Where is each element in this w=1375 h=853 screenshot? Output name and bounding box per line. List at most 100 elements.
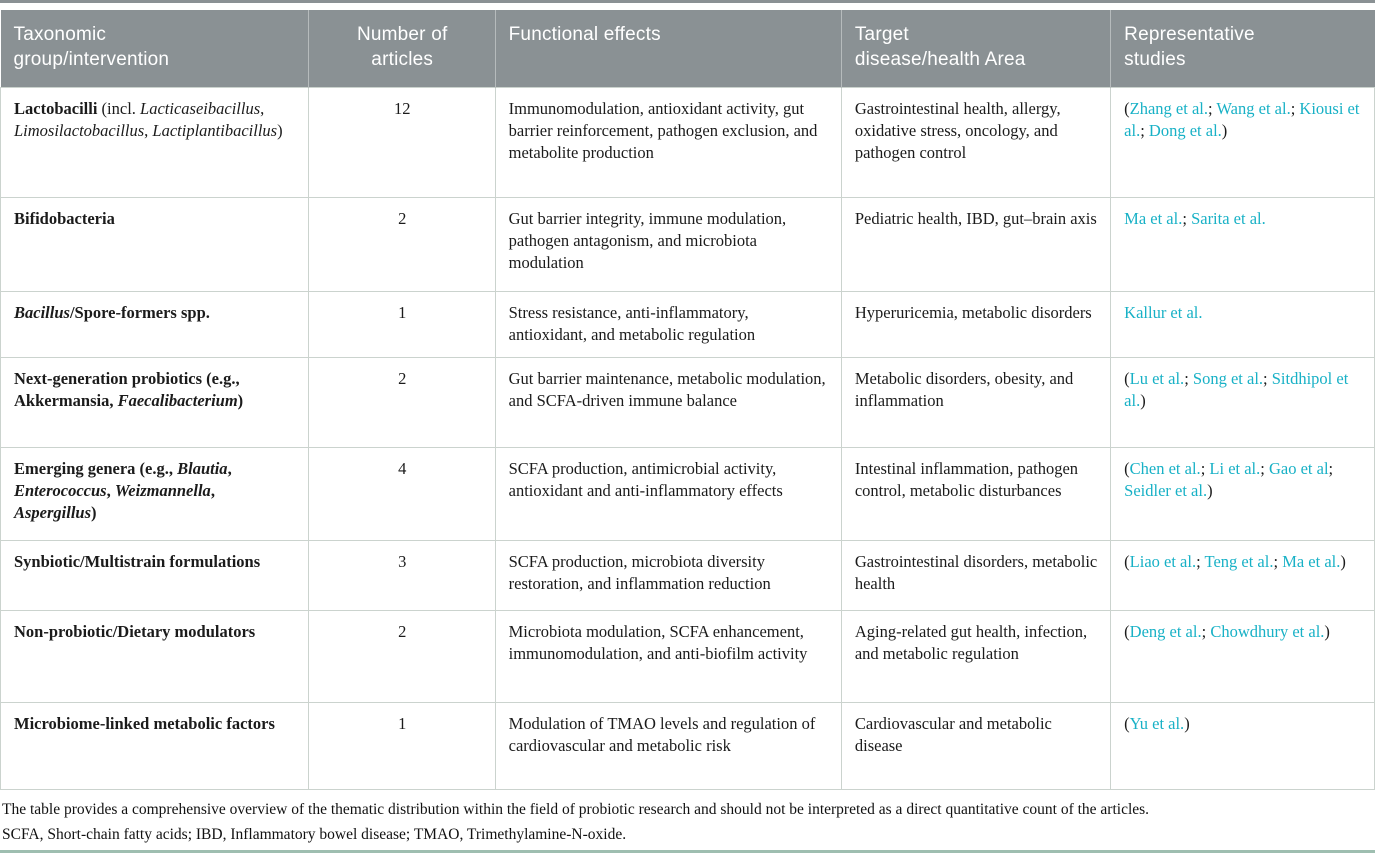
functional-effects-cell: Modulation of TMAO levels and regulation… — [494, 702, 842, 790]
header-representative-studies: Representative studies — [1110, 10, 1375, 88]
group-text-segment: Non-probiotic/Dietary modulators — [14, 622, 256, 641]
study-citation-link[interactable]: Chowdhury et al. — [1210, 622, 1325, 641]
functional-effects-cell: Gut barrier maintenance, metabolic modul… — [494, 357, 842, 448]
group-text-segment: Enterococcus — [14, 481, 107, 500]
table-header-row: Taxonomic group/intervention Number of a… — [0, 10, 1375, 88]
group-text-segment: , — [144, 121, 153, 140]
group-text-segment: , — [227, 459, 232, 478]
group-text-segment: Lactiplantibacillus — [152, 121, 278, 140]
group-text-segment: Weizmannella — [114, 481, 211, 500]
target-disease-cell: Gastrointestinal health, allergy, oxidat… — [840, 87, 1112, 198]
study-citation-link[interactable]: Kiousi et al. — [1124, 99, 1360, 140]
study-citation-link[interactable]: Song et al. — [1192, 369, 1264, 388]
table-row: Emerging genera (e.g., Blautia, Enteroco… — [0, 447, 1375, 541]
header-target-disease: Target disease/health Area — [840, 10, 1111, 88]
group-text-segment: , — [106, 481, 115, 500]
footnote-abbreviations: SCFA, Short-chain fatty acids; IBD, Infl… — [2, 826, 627, 843]
table-row: Bifidobacteria 2 Gut barrier integrity, im… — [0, 197, 1375, 292]
group-cell: Synbiotic/Multistrain formulations — [0, 540, 309, 611]
header-functional-effects: Functional effects — [494, 10, 842, 88]
article-count-cell: 3 — [307, 540, 496, 611]
table-footnotes: The table provides a comprehensive overv… — [0, 790, 1375, 847]
table-row: Synbiotic/Multistrain formulations 3 SCFA … — [0, 540, 1375, 611]
study-citation-link[interactable]: Sarita et al. — [1191, 209, 1266, 228]
study-citation-link[interactable]: Sitdhipol et al. — [1124, 369, 1349, 410]
study-citation-link[interactable]: Ma et al. — [1124, 209, 1183, 228]
top-rule — [0, 0, 1375, 3]
group-cell: Non-probiotic/Dietary modulators — [0, 610, 309, 703]
article-count-cell: 2 — [307, 197, 496, 292]
target-disease-cell: Metabolic disorders, obesity, and inflam… — [840, 357, 1112, 448]
group-cell: Next-generation probiotics (e.g., Akkerm… — [0, 357, 309, 448]
study-citation-link[interactable]: Yu et al. — [1129, 714, 1185, 733]
group-cell: Emerging genera (e.g., Blautia, Enteroco… — [0, 447, 309, 541]
representative-studies-cell: Ma et al.; Sarita et al. — [1110, 197, 1375, 292]
target-disease-cell: Hyperuricemia, metabolic disorders — [840, 291, 1112, 358]
group-text-segment: , — [210, 481, 215, 500]
group-text-segment: Lacticaseibacillus — [140, 99, 261, 118]
group-cell: Bifidobacteria — [0, 197, 309, 292]
study-citation-link[interactable]: Gao et al — [1268, 459, 1329, 478]
article-count-cell: 2 — [307, 610, 496, 703]
table-body: Lactobacilli (incl. Lacticaseibacillus, … — [0, 87, 1375, 790]
article-count-cell: 1 — [307, 291, 496, 358]
article-summary-table: Taxonomic group/intervention Number of a… — [0, 10, 1375, 790]
group-text-segment: Next-generation probiotics (e.g., Akkerm… — [14, 369, 240, 410]
study-citation-link[interactable]: Kallur et al. — [1124, 303, 1203, 322]
functional-effects-cell: Immunomodulation, antioxidant activity, … — [494, 87, 842, 198]
header-taxonomic-group: Taxonomic group/intervention — [0, 10, 309, 88]
functional-effects-cell: SCFA production, antimicrobial activity,… — [494, 447, 842, 541]
group-text-segment: Emerging genera (e.g., — [14, 459, 178, 478]
group-text-segment: ) — [277, 121, 283, 140]
study-citation-link[interactable]: Seidler et al. — [1124, 481, 1208, 500]
group-cell: Bacillus/Spore-formers spp. — [0, 291, 309, 358]
spacer — [0, 3, 1375, 10]
group-text-segment: Microbiome-linked metabolic factors — [14, 714, 275, 733]
group-text-segment: Aspergillus — [14, 503, 92, 522]
representative-studies-cell: (Lu et al.; Song et al.; Sitdhipol et al… — [1110, 357, 1375, 448]
article-count-cell: 4 — [307, 447, 496, 541]
table-row: Next-generation probiotics (e.g., Akkerm… — [0, 357, 1375, 448]
table-row: Bacillus/Spore-formers spp. 1 Stress resis… — [0, 291, 1375, 358]
table-row: Microbiome-linked metabolic factors 1 Modu… — [0, 702, 1375, 790]
group-text-segment: ) — [91, 503, 97, 522]
group-text-segment: Limosilactobacillus — [14, 121, 145, 140]
group-text-segment: , — [260, 99, 265, 118]
target-disease-cell: Intestinal inflammation, pathogen contro… — [840, 447, 1112, 541]
group-cell: Lactobacilli (incl. Lacticaseibacillus, … — [0, 87, 309, 198]
functional-effects-cell: Gut barrier integrity, immune modulation… — [494, 197, 842, 292]
group-text-segment: Blautia — [177, 459, 228, 478]
study-citation-link[interactable]: Dong et al. — [1148, 121, 1222, 140]
group-text-segment: /Spore-formers spp. — [69, 303, 210, 322]
article-count-cell: 1 — [307, 702, 496, 790]
group-text-segment: Lactobacilli — [14, 99, 98, 118]
study-citation-link[interactable]: Li et al. — [1209, 459, 1261, 478]
footnote-caption: The table provides a comprehensive overv… — [2, 801, 1150, 818]
representative-studies-cell: (Deng et al.; Chowdhury et al.) — [1110, 610, 1375, 703]
group-text-segment: (incl. — [97, 99, 141, 118]
study-citation-link[interactable]: Lu et al. — [1129, 369, 1185, 388]
group-text-segment: Synbiotic/Multistrain formulations — [14, 552, 261, 571]
study-citation-link[interactable]: Ma et al. — [1282, 552, 1341, 571]
group-cell: Microbiome-linked metabolic factors — [0, 702, 309, 790]
representative-studies-cell: Kallur et al. — [1110, 291, 1375, 358]
functional-effects-cell: Stress resistance, anti-inflammatory, an… — [494, 291, 842, 358]
study-citation-link[interactable]: Deng et al. — [1129, 622, 1202, 641]
study-citation-link[interactable]: Teng et al. — [1204, 552, 1274, 571]
group-text-segment: Bacillus — [14, 303, 70, 322]
group-text-segment: Bifidobacteria — [14, 209, 115, 228]
study-citation-link[interactable]: Wang et al. — [1216, 99, 1291, 118]
article-count-cell: 2 — [307, 357, 496, 448]
study-citation-link[interactable]: Chen et al. — [1129, 459, 1201, 478]
functional-effects-cell: Microbiota modulation, SCFA enhancement,… — [494, 610, 842, 703]
target-disease-cell: Aging-related gut health, infection, and… — [840, 610, 1112, 703]
target-disease-cell: Pediatric health, IBD, gut–brain axis — [840, 197, 1112, 292]
representative-studies-cell: (Zhang et al.; Wang et al.; Kiousi et al… — [1110, 87, 1375, 198]
group-text-segment: Faecalibacterium — [117, 391, 238, 410]
study-citation-link[interactable]: Zhang et al. — [1129, 99, 1208, 118]
table-row: Lactobacilli (incl. Lacticaseibacillus, … — [0, 87, 1375, 198]
study-citation-link[interactable]: Liao et al. — [1129, 552, 1197, 571]
table-row: Non-probiotic/Dietary modulators 2 Microbi… — [0, 610, 1375, 703]
functional-effects-cell: SCFA production, microbiota diversity re… — [494, 540, 842, 611]
